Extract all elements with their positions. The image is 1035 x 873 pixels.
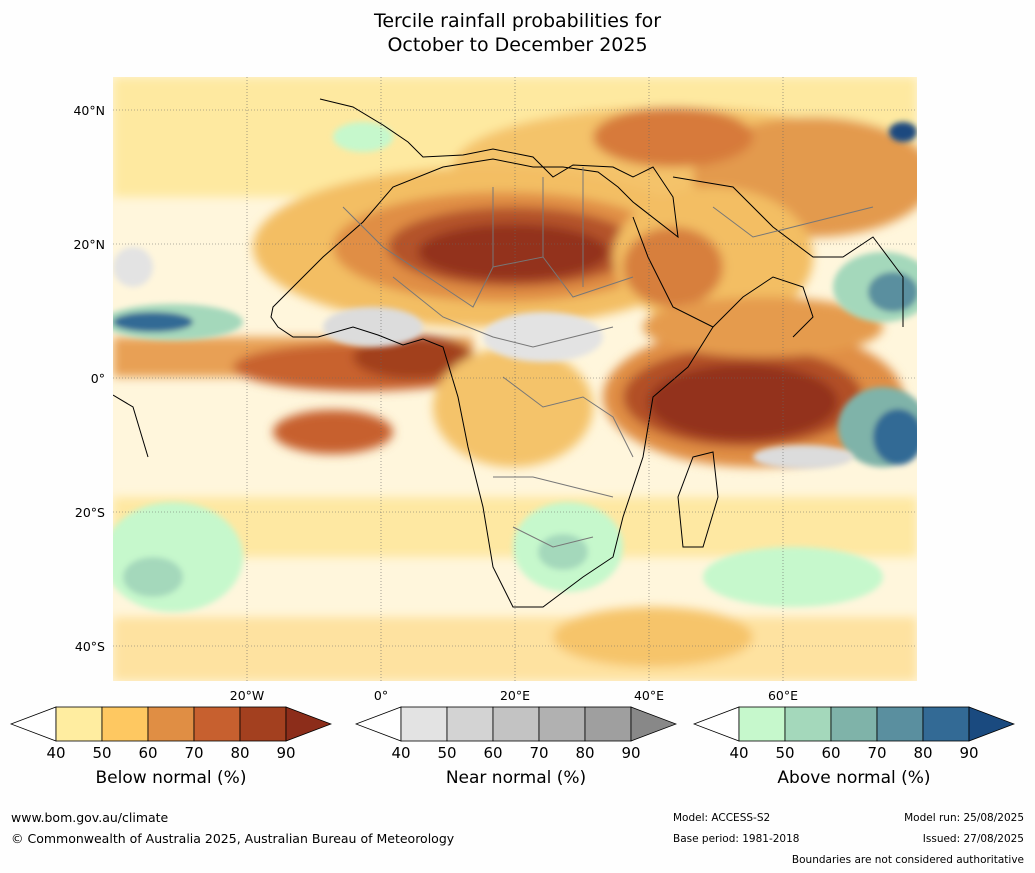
colorbar-cell <box>738 706 786 742</box>
tick-label: 50 <box>92 744 112 762</box>
tick-label: 40 <box>391 744 411 762</box>
colorbar-cell <box>492 706 540 742</box>
footer-website[interactable]: www.bom.gov.au/climate <box>11 810 169 825</box>
lat-label-40n: 40°N <box>73 103 105 118</box>
colorbar-over-triangle <box>630 706 677 742</box>
tick-label: 90 <box>621 744 641 762</box>
map-canvas <box>113 77 917 681</box>
tick-label: 90 <box>276 744 296 762</box>
lat-label-0: 0° <box>90 371 105 386</box>
colorbar-cell <box>538 706 586 742</box>
tick-label: 80 <box>575 744 595 762</box>
footer-model-run: Model run: 25/08/2025 <box>904 812 1024 824</box>
tick-label: 50 <box>775 744 795 762</box>
colorbar-cell <box>584 706 632 742</box>
colorbar-cell <box>446 706 494 742</box>
colorbar-cell <box>147 706 195 742</box>
tick-label: 80 <box>913 744 933 762</box>
colorbar-above-normal <box>693 706 1015 742</box>
colorbar-over-triangle <box>968 706 1015 742</box>
tick-label: 70 <box>184 744 204 762</box>
colorbar-under-triangle <box>355 706 402 742</box>
lon-label-20e: 20°E <box>499 688 531 703</box>
colorbar-cell <box>239 706 287 742</box>
colorbar-cell <box>784 706 832 742</box>
graticule <box>113 77 917 681</box>
colorbar-over-triangle <box>285 706 332 742</box>
colorbar-cell <box>55 706 103 742</box>
colorbar-below-normal <box>10 706 332 742</box>
above-normal-shading <box>113 122 917 612</box>
tick-label: 70 <box>867 744 887 762</box>
lon-label-0: 0° <box>373 688 389 703</box>
footer-base-period: Base period: 1981-2018 <box>673 833 800 845</box>
footer-copyright: © Commonwealth of Australia 2025, Austra… <box>11 831 455 846</box>
country-borders <box>342 167 874 548</box>
lon-label-20w: 20°W <box>229 688 265 703</box>
colorbar-cell <box>876 706 924 742</box>
tick-label: 90 <box>959 744 979 762</box>
tick-label: 60 <box>138 744 158 762</box>
colorbar-label-below: Below normal (%) <box>95 768 247 788</box>
footer-issued: Issued: 27/08/2025 <box>922 833 1024 845</box>
colorbar-label-near: Near normal (%) <box>445 768 587 788</box>
lat-label-40s: 40°S <box>74 639 105 654</box>
lat-label-20s: 20°S <box>74 505 105 520</box>
footer-disclaimer: Boundaries are not considered authoritat… <box>791 854 1024 866</box>
tick-label: 40 <box>46 744 66 762</box>
tick-label: 60 <box>821 744 841 762</box>
near-normal-shading <box>113 247 853 469</box>
rainfall-probability-map <box>113 77 917 681</box>
footer-model: Model: ACCESS-S2 <box>673 812 771 824</box>
tick-label: 40 <box>729 744 749 762</box>
tick-label: 70 <box>529 744 549 762</box>
map-title-line2: October to December 2025 <box>387 34 648 56</box>
map-title-line1: Tercile rainfall probabilities for <box>373 10 662 32</box>
colorbar-under-triangle <box>693 706 740 742</box>
lon-label-60e: 60°E <box>767 688 799 703</box>
tick-label: 60 <box>483 744 503 762</box>
colorbar-cell <box>400 706 448 742</box>
colorbar-cell <box>922 706 970 742</box>
lat-label-20n: 20°N <box>73 237 105 252</box>
lon-label-40e: 40°E <box>633 688 665 703</box>
colorbar-label-above: Above normal (%) <box>777 768 931 788</box>
colorbar-cell <box>101 706 149 742</box>
colorbar-cell <box>830 706 878 742</box>
colorbar-cell <box>193 706 241 742</box>
coastlines <box>113 98 904 608</box>
tick-label: 80 <box>230 744 250 762</box>
tick-label: 50 <box>437 744 457 762</box>
colorbar-near-normal <box>355 706 677 742</box>
colorbar-under-triangle <box>10 706 57 742</box>
